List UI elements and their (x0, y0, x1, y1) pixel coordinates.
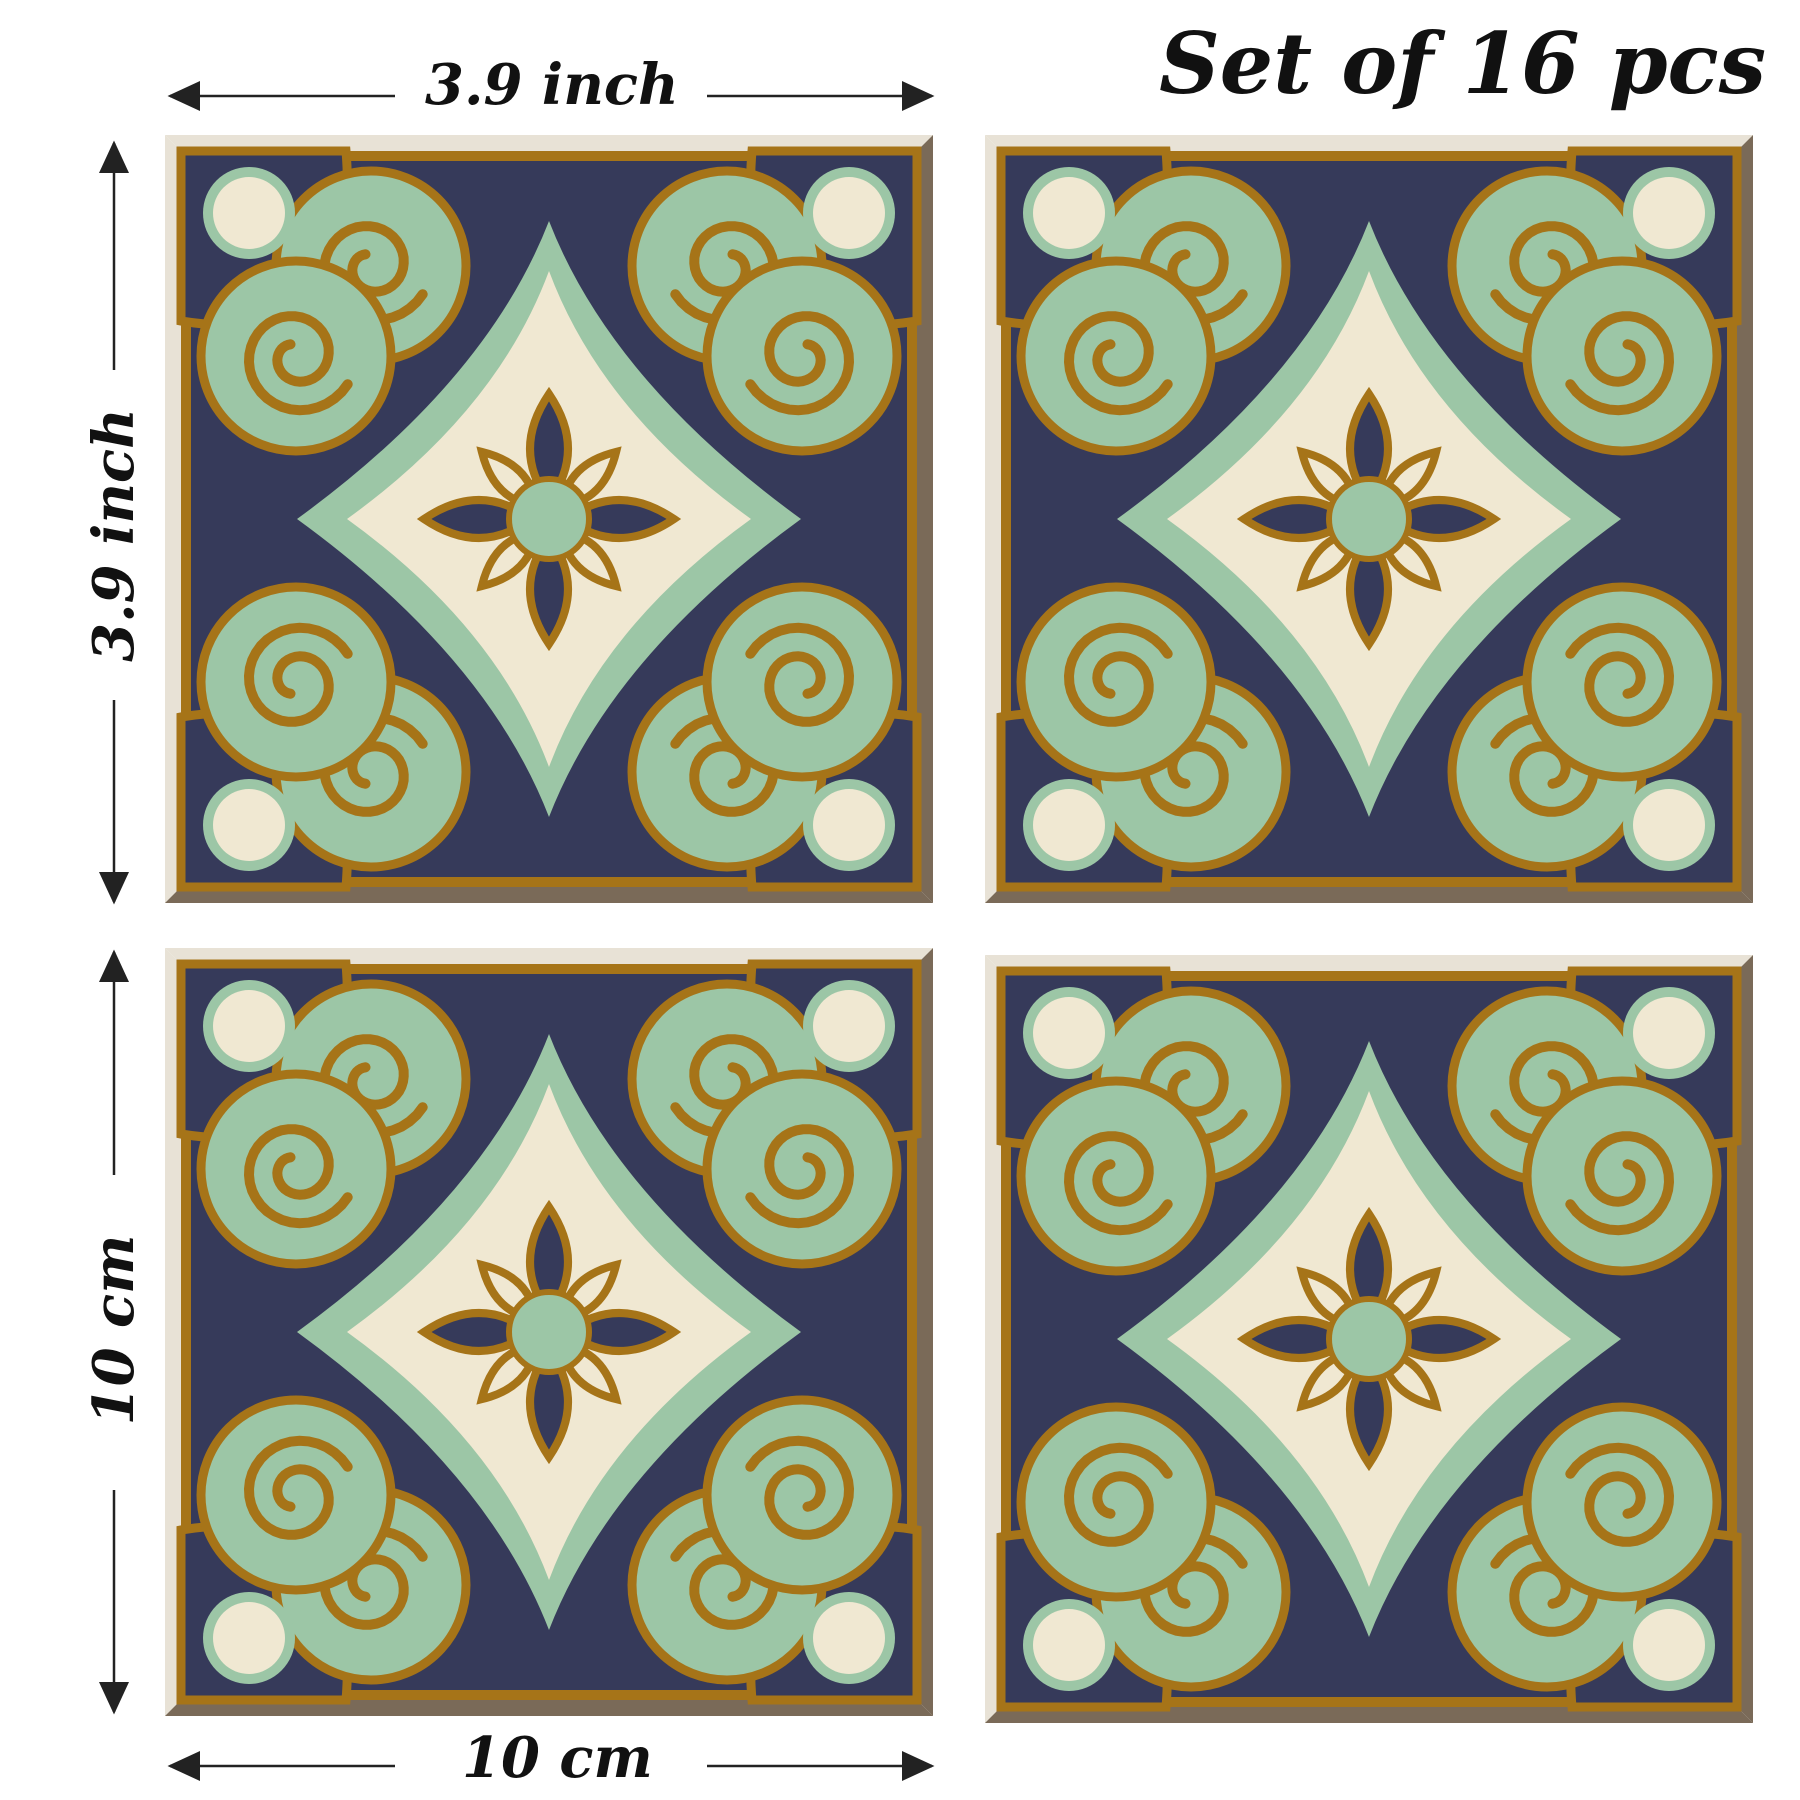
tile-pattern (985, 135, 1753, 903)
left-height-label-top: 3.9 inch (81, 408, 147, 662)
bottom-width-label: 10 cm (462, 1725, 653, 1791)
tile-top-left (165, 135, 933, 903)
tile-pattern (165, 948, 933, 1716)
tile-top-right (985, 135, 1753, 903)
tile-pattern (985, 955, 1753, 1723)
tile-bottom-right (985, 955, 1753, 1723)
left-height-label-bottom: 10 cm (81, 1234, 147, 1426)
tile-pattern (165, 135, 933, 903)
tile-bottom-left (165, 948, 933, 1716)
set-count-heading: Set of 16 pcs (1159, 14, 1766, 113)
top-width-label: 3.9 inch (425, 52, 679, 118)
